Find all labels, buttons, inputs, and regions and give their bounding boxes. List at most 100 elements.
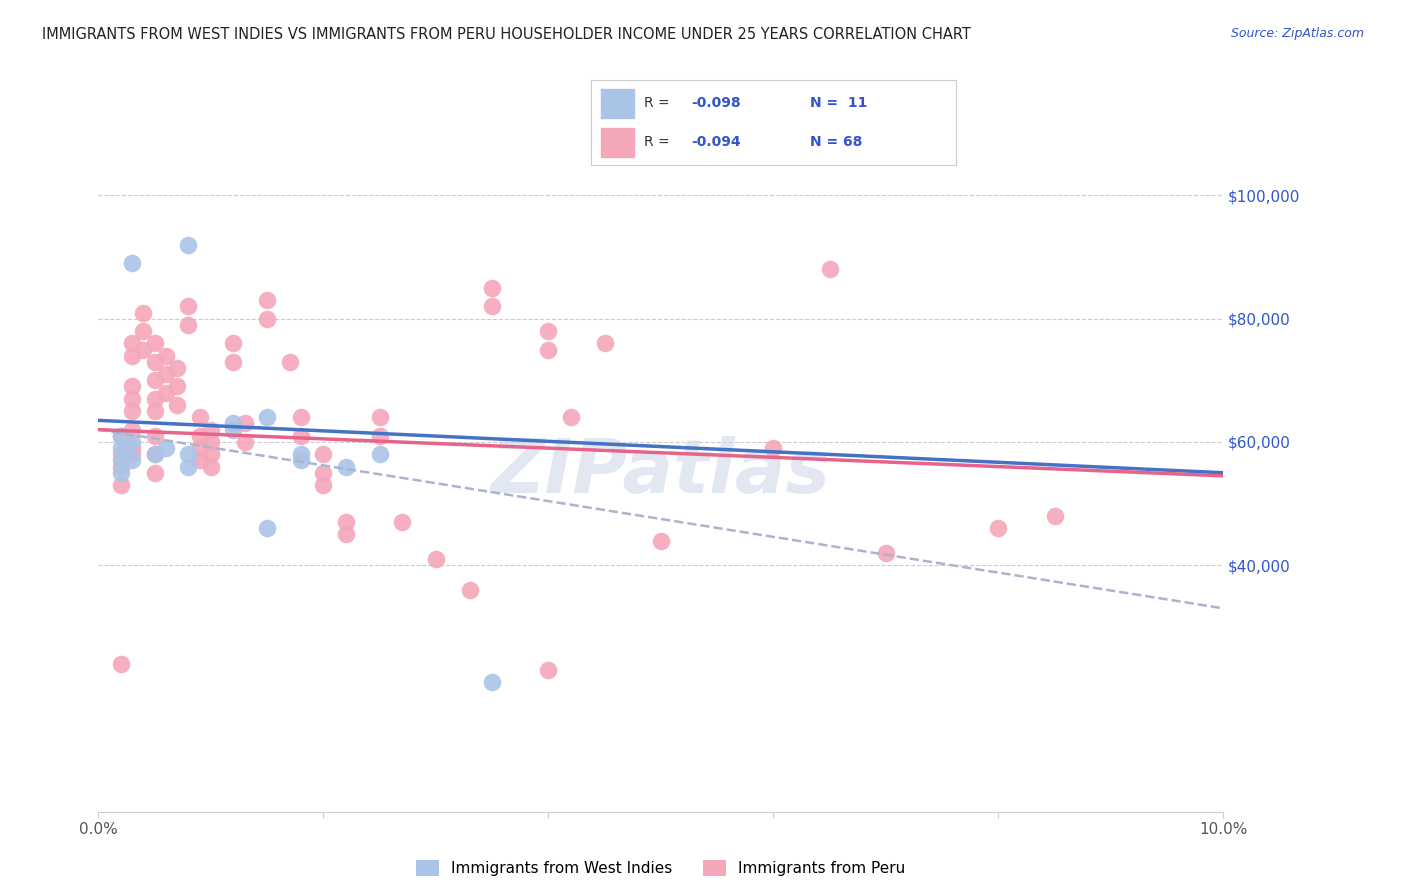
- Point: [278, 355, 301, 369]
- Point: [290, 453, 312, 467]
- Point: [368, 447, 391, 461]
- Point: [132, 305, 155, 319]
- Point: [110, 453, 132, 467]
- Point: [481, 299, 503, 313]
- Point: [155, 367, 177, 381]
- Point: [188, 453, 211, 467]
- Text: Source: ZipAtlas.com: Source: ZipAtlas.com: [1230, 27, 1364, 40]
- Point: [110, 459, 132, 474]
- Point: [537, 324, 560, 338]
- Point: [762, 441, 785, 455]
- Point: [188, 429, 211, 443]
- Point: [143, 336, 166, 351]
- Point: [121, 434, 143, 449]
- Point: [200, 459, 222, 474]
- Legend: Immigrants from West Indies, Immigrants from Peru: Immigrants from West Indies, Immigrants …: [411, 854, 911, 882]
- Point: [155, 385, 177, 400]
- Point: [290, 410, 312, 425]
- Text: -0.094: -0.094: [692, 136, 741, 149]
- Point: [110, 478, 132, 492]
- Point: [312, 447, 335, 461]
- Point: [121, 453, 143, 467]
- Point: [233, 417, 256, 431]
- Point: [222, 355, 245, 369]
- Point: [188, 441, 211, 455]
- Point: [368, 410, 391, 425]
- Point: [593, 336, 616, 351]
- Point: [110, 441, 132, 455]
- Point: [177, 447, 200, 461]
- Point: [143, 429, 166, 443]
- Point: [143, 392, 166, 406]
- Point: [121, 404, 143, 418]
- Point: [335, 527, 357, 541]
- Point: [335, 459, 357, 474]
- Point: [222, 423, 245, 437]
- Point: [132, 324, 155, 338]
- Text: N = 68: N = 68: [810, 136, 862, 149]
- Point: [132, 343, 155, 357]
- Text: N =  11: N = 11: [810, 96, 868, 110]
- Point: [458, 582, 481, 597]
- Point: [143, 355, 166, 369]
- Point: [200, 434, 222, 449]
- Point: [481, 675, 503, 690]
- Point: [312, 466, 335, 480]
- Point: [256, 311, 278, 326]
- Point: [121, 392, 143, 406]
- Point: [177, 318, 200, 332]
- Point: [143, 404, 166, 418]
- Point: [537, 343, 560, 357]
- Point: [143, 447, 166, 461]
- Point: [121, 441, 143, 455]
- Point: [177, 299, 200, 313]
- Point: [121, 379, 143, 393]
- Point: [110, 657, 132, 671]
- Point: [110, 466, 132, 480]
- Point: [200, 447, 222, 461]
- Point: [256, 410, 278, 425]
- Point: [110, 447, 132, 461]
- Point: [166, 379, 188, 393]
- Point: [200, 423, 222, 437]
- Text: IMMIGRANTS FROM WEST INDIES VS IMMIGRANTS FROM PERU HOUSEHOLDER INCOME UNDER 25 : IMMIGRANTS FROM WEST INDIES VS IMMIGRANT…: [42, 27, 972, 42]
- Point: [256, 293, 278, 308]
- Point: [560, 410, 582, 425]
- Point: [290, 429, 312, 443]
- Point: [537, 663, 560, 677]
- Point: [166, 361, 188, 376]
- Point: [875, 546, 897, 560]
- Text: -0.098: -0.098: [692, 96, 741, 110]
- Point: [256, 521, 278, 535]
- Point: [143, 466, 166, 480]
- Text: R =: R =: [644, 96, 673, 110]
- Text: R =: R =: [644, 136, 673, 149]
- Point: [110, 429, 132, 443]
- Point: [121, 336, 143, 351]
- Point: [155, 441, 177, 455]
- Point: [335, 515, 357, 529]
- Point: [110, 429, 132, 443]
- Bar: [602, 128, 634, 157]
- Point: [312, 478, 335, 492]
- Point: [425, 552, 447, 566]
- Bar: [602, 89, 634, 118]
- Point: [368, 429, 391, 443]
- Point: [290, 447, 312, 461]
- Point: [391, 515, 413, 529]
- Text: ZIPatlas: ZIPatlas: [491, 436, 831, 509]
- Point: [1043, 508, 1066, 523]
- Point: [143, 373, 166, 387]
- Point: [650, 533, 672, 548]
- Point: [177, 237, 200, 252]
- Point: [121, 349, 143, 363]
- Point: [166, 398, 188, 412]
- Point: [987, 521, 1010, 535]
- Point: [818, 262, 841, 277]
- Point: [222, 336, 245, 351]
- Point: [121, 256, 143, 270]
- Point: [188, 410, 211, 425]
- Point: [177, 459, 200, 474]
- Point: [222, 417, 245, 431]
- Point: [121, 423, 143, 437]
